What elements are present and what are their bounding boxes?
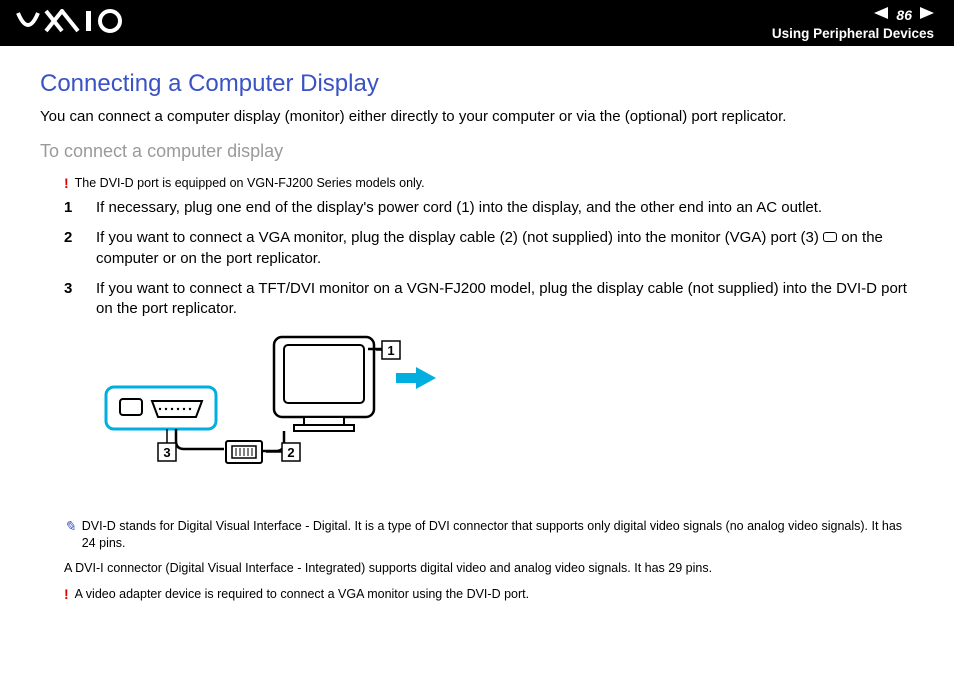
page-content: Connecting a Computer Display You can co… (0, 46, 954, 629)
steps-list: 1 If necessary, plug one end of the disp… (40, 198, 914, 319)
step-text: If you want to connect a VGA monitor, pl… (96, 228, 914, 269)
step-1: 1 If necessary, plug one end of the disp… (40, 198, 914, 218)
warning-2: ! A video adapter device is required to … (64, 587, 914, 601)
section-title: Using Peripheral Devices (772, 26, 934, 41)
note-2: A DVI-I connector (Digital Visual Interf… (64, 560, 914, 577)
step-number: 3 (64, 279, 82, 299)
svg-text:3: 3 (163, 445, 170, 460)
step-3: 3 If you want to connect a TFT/DVI monit… (40, 279, 914, 320)
next-page-arrow[interactable] (920, 6, 934, 24)
page-number: 86 (896, 7, 912, 23)
step-text: If you want to connect a TFT/DVI monitor… (96, 279, 914, 320)
step-number: 1 (64, 198, 82, 218)
note-text: DVI-D stands for Digital Visual Interfac… (82, 518, 914, 552)
page-nav: 86 (874, 6, 934, 24)
warning-text: A video adapter device is required to co… (75, 587, 529, 601)
intro-text: You can connect a computer display (moni… (40, 108, 914, 125)
vaio-logo (16, 9, 126, 38)
step-text-before: If you want to connect a VGA monitor, pl… (96, 229, 823, 246)
warning-1: ! The DVI-D port is equipped on VGN-FJ20… (64, 176, 914, 190)
warning-icon: ! (64, 587, 69, 601)
step-number: 2 (64, 228, 82, 248)
vga-port-icon (823, 232, 837, 242)
step-text: If necessary, plug one end of the displa… (96, 198, 914, 218)
warning-text: The DVI-D port is equipped on VGN-FJ200 … (75, 176, 425, 190)
svg-text:1: 1 (387, 343, 394, 358)
page-title: Connecting a Computer Display (40, 70, 914, 98)
step-2: 2 If you want to connect a VGA monitor, … (40, 228, 914, 269)
note-icon: ✎ (64, 518, 76, 535)
note-1: ✎ DVI-D stands for Digital Visual Interf… (64, 518, 914, 552)
svg-text:2: 2 (287, 445, 294, 460)
subtitle: To connect a computer display (40, 141, 914, 162)
prev-page-arrow[interactable] (874, 6, 888, 24)
warning-icon: ! (64, 176, 69, 190)
header-bar: 86 Using Peripheral Devices (0, 0, 954, 46)
connection-diagram: 1 2 3 (96, 329, 914, 504)
